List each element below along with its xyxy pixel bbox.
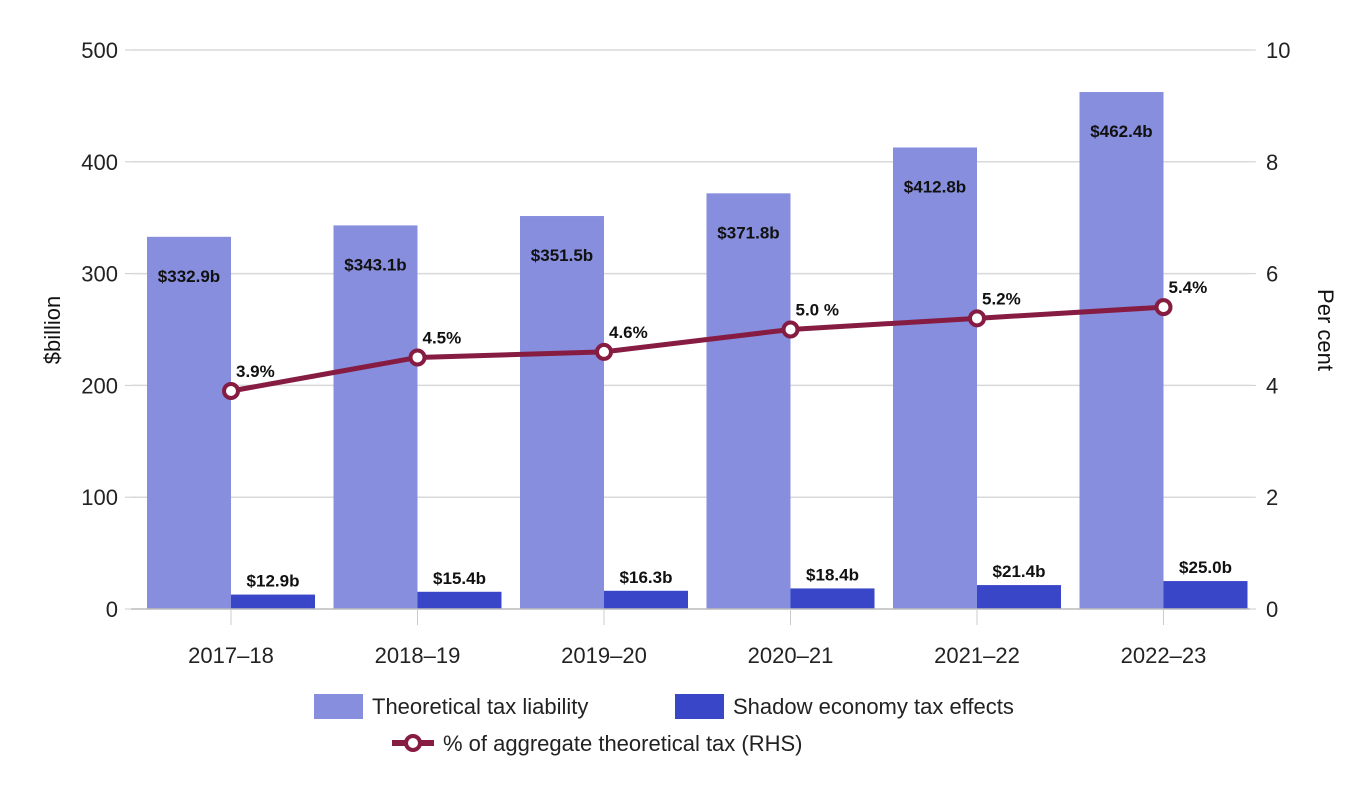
bar-shadow-economy bbox=[231, 594, 315, 609]
line-point-label: 3.9% bbox=[236, 362, 275, 381]
bar-label-theoretical-tax: $371.8b bbox=[717, 223, 779, 242]
x-tick-label: 2020–21 bbox=[748, 643, 834, 668]
legend-swatch-theoretical-tax bbox=[314, 694, 363, 719]
legend-label-percent: % of aggregate theoretical tax (RHS) bbox=[443, 731, 803, 756]
bar-label-shadow-economy: $16.3b bbox=[620, 568, 673, 587]
bar-shadow-economy bbox=[417, 591, 502, 609]
line-marker bbox=[222, 381, 240, 400]
line-marker bbox=[408, 348, 427, 367]
y-tick-label: 0 bbox=[106, 597, 118, 622]
x-tick-label: 2022–23 bbox=[1121, 643, 1207, 668]
line-marker bbox=[968, 309, 986, 328]
legend-label-shadow-economy: Shadow economy tax effects bbox=[733, 694, 1014, 719]
legend-marker-icon bbox=[404, 734, 422, 752]
line-point-label: 4.5% bbox=[423, 328, 462, 347]
y2-tick-label: 4 bbox=[1266, 373, 1278, 398]
y-axis-title: $billion bbox=[40, 296, 65, 365]
x-tick-label: 2021–22 bbox=[934, 643, 1020, 668]
legend-swatch-shadow-economy bbox=[675, 694, 724, 719]
y-tick-label: 300 bbox=[81, 262, 118, 287]
y-tick-label: 200 bbox=[81, 373, 118, 398]
bar-theoretical-tax bbox=[520, 216, 604, 609]
gridlines bbox=[131, 49, 1250, 498]
x-axis bbox=[131, 608, 1250, 625]
bar-theoretical-tax bbox=[333, 225, 418, 610]
line-marker bbox=[595, 342, 613, 361]
y2-tick-label: 10 bbox=[1266, 38, 1290, 63]
y-axis-left: 0 100 200 300 400 500 bbox=[81, 38, 131, 622]
y-tick-label: 500 bbox=[81, 38, 118, 63]
bar-label-theoretical-tax: $412.8b bbox=[904, 177, 966, 196]
y2-tick-label: 8 bbox=[1266, 150, 1278, 175]
bar-shadow-economy bbox=[790, 588, 875, 609]
bars bbox=[147, 92, 1248, 610]
legend-label-theoretical-tax: Theoretical tax liability bbox=[372, 694, 588, 719]
bar-theoretical-tax bbox=[147, 236, 231, 609]
bar-label-shadow-economy: $21.4b bbox=[993, 562, 1046, 581]
bar-label-shadow-economy: $25.0b bbox=[1179, 558, 1232, 577]
line-marker bbox=[1154, 298, 1173, 317]
y2-tick-label: 6 bbox=[1266, 262, 1278, 287]
y2-tick-label: 2 bbox=[1266, 485, 1278, 510]
bar-label-shadow-economy: $15.4b bbox=[433, 569, 486, 588]
data-labels: $332.9b $12.9b $343.1b $15.4b $351.5b $16.3b $… bbox=[158, 122, 1232, 591]
x-tick-labels: 2017–18 2018–19 2019–20 2020–21 2021–22 2022–… bbox=[188, 643, 1206, 668]
bar-shadow-economy bbox=[604, 590, 688, 609]
y-tick-label: 400 bbox=[81, 150, 118, 175]
bar-label-theoretical-tax: $343.1b bbox=[344, 255, 406, 274]
bar-label-theoretical-tax: $462.4b bbox=[1090, 122, 1152, 141]
bar-shadow-economy bbox=[977, 585, 1061, 609]
y2-tick-label: 0 bbox=[1266, 597, 1278, 622]
y-axis-right: 0 2 4 6 8 10 bbox=[1250, 38, 1290, 622]
bar-shadow-economy bbox=[1163, 581, 1248, 609]
line-series bbox=[222, 298, 1173, 400]
bar-theoretical-tax bbox=[893, 147, 977, 609]
bar-label-theoretical-tax: $332.9b bbox=[158, 267, 220, 286]
bar-theoretical-tax bbox=[1079, 92, 1164, 609]
legend: Theoretical tax liability Shadow economy… bbox=[314, 694, 1014, 756]
bar-label-shadow-economy: $18.4b bbox=[806, 565, 859, 584]
x-tick-label: 2018–19 bbox=[375, 643, 461, 668]
bar-theoretical-tax bbox=[706, 193, 791, 609]
line-point-label: 5.0 % bbox=[796, 301, 839, 320]
bar-label-theoretical-tax: $351.5b bbox=[531, 246, 593, 265]
line-point-label: 5.2% bbox=[982, 289, 1021, 308]
line-point-label: 5.4% bbox=[1169, 278, 1208, 297]
x-tick-label: 2019–20 bbox=[561, 643, 647, 668]
x-tick-label: 2017–18 bbox=[188, 643, 274, 668]
bar-label-shadow-economy: $12.9b bbox=[247, 572, 300, 591]
y2-axis-title: Per cent bbox=[1313, 289, 1338, 371]
y-tick-label: 100 bbox=[81, 485, 118, 510]
line-percent bbox=[230, 304, 1164, 394]
line-point-label: 4.6% bbox=[609, 323, 648, 342]
line-marker bbox=[781, 320, 800, 339]
